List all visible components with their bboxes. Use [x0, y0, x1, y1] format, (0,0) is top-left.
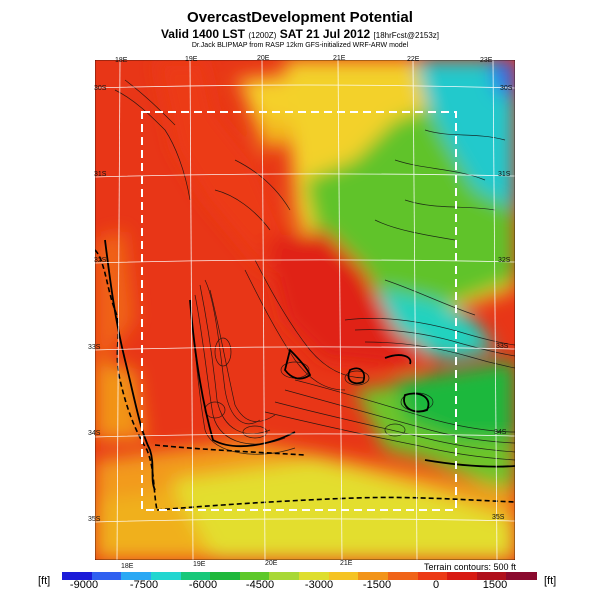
valid-main: Valid 1400 LST — [160, 27, 245, 41]
lon-label-top: 21E — [333, 55, 346, 62]
legend-tick: -4500 — [245, 579, 275, 591]
lat-label-left: 31S — [94, 171, 107, 178]
color-scale-swatch — [150, 572, 181, 580]
lon-label-bottom: 20E — [265, 560, 278, 567]
lat-label-left: 34S — [88, 430, 101, 437]
lat-label-left: 35S — [88, 516, 101, 523]
map-title: OvercastDevelopment Potential — [187, 9, 413, 26]
color-scale-swatch — [358, 572, 389, 580]
valid-date: SAT 21 Jul 2012 — [279, 27, 371, 41]
valid-utc: (1200Z) — [248, 31, 277, 40]
color-scale-bar — [62, 572, 537, 580]
lat-label-left: 32S — [94, 257, 107, 264]
lat-label-left: 30S — [94, 85, 107, 92]
legend-unit-right: [ft] — [544, 575, 557, 587]
lat-label-right: 30S — [500, 85, 513, 92]
lon-label-top: 19E — [185, 56, 198, 63]
terrain-contour-note: Terrain contours: 500 ft — [423, 562, 516, 572]
color-scale-swatch — [417, 572, 448, 580]
legend-tick: -1500 — [362, 579, 392, 591]
lon-label-bottom: 19E — [193, 561, 206, 568]
legend-unit-left: [ft] — [38, 575, 51, 587]
color-scale-swatch — [62, 572, 93, 580]
legend-tick: -6000 — [188, 579, 218, 591]
valid-time-line: Valid 1400 LST (1200Z) SAT 21 Jul 2012 [… — [0, 27, 600, 41]
color-scale-swatch — [91, 572, 122, 580]
color-scale-swatch — [180, 572, 211, 580]
color-scale-swatch — [476, 572, 507, 580]
legend-tick: 1500 — [482, 579, 508, 591]
forecast-map[interactable] — [95, 60, 515, 560]
color-scale-swatch — [239, 572, 270, 580]
valid-fcst: [18hrFcst@2153z] — [373, 31, 440, 40]
lat-label-right: 34S — [494, 429, 507, 436]
legend-tick: -3000 — [304, 579, 334, 591]
legend-tick: 0 — [432, 579, 440, 591]
color-scale-swatch — [506, 572, 537, 580]
lat-label-right: 33S — [496, 343, 509, 350]
color-scale-swatch — [447, 572, 478, 580]
color-scale-swatch — [299, 572, 330, 580]
lon-label-bottom: 21E — [340, 560, 353, 567]
lon-label-top: 22E — [407, 56, 420, 63]
color-scale-swatch — [269, 572, 300, 580]
color-scale-swatch — [121, 572, 152, 580]
lat-label-right: 31S — [498, 171, 511, 178]
lon-label-bottom: 18E — [121, 563, 134, 570]
color-scale-swatch — [210, 572, 241, 580]
lat-label-left: 33S — [88, 344, 101, 351]
lon-label-top: 20E — [257, 55, 270, 62]
color-scale-swatch — [387, 572, 418, 580]
legend-tick: -7500 — [129, 579, 159, 591]
model-source: Dr.Jack BLIPMAP from RASP 12km GFS-initi… — [191, 42, 409, 49]
lat-label-right: 35S — [492, 514, 505, 521]
lon-label-top: 23E — [480, 57, 493, 64]
lon-label-top: 18E — [115, 57, 128, 64]
legend-tick: -9000 — [69, 579, 99, 591]
lat-label-right: 32S — [498, 257, 511, 264]
color-scale-swatch — [328, 572, 359, 580]
